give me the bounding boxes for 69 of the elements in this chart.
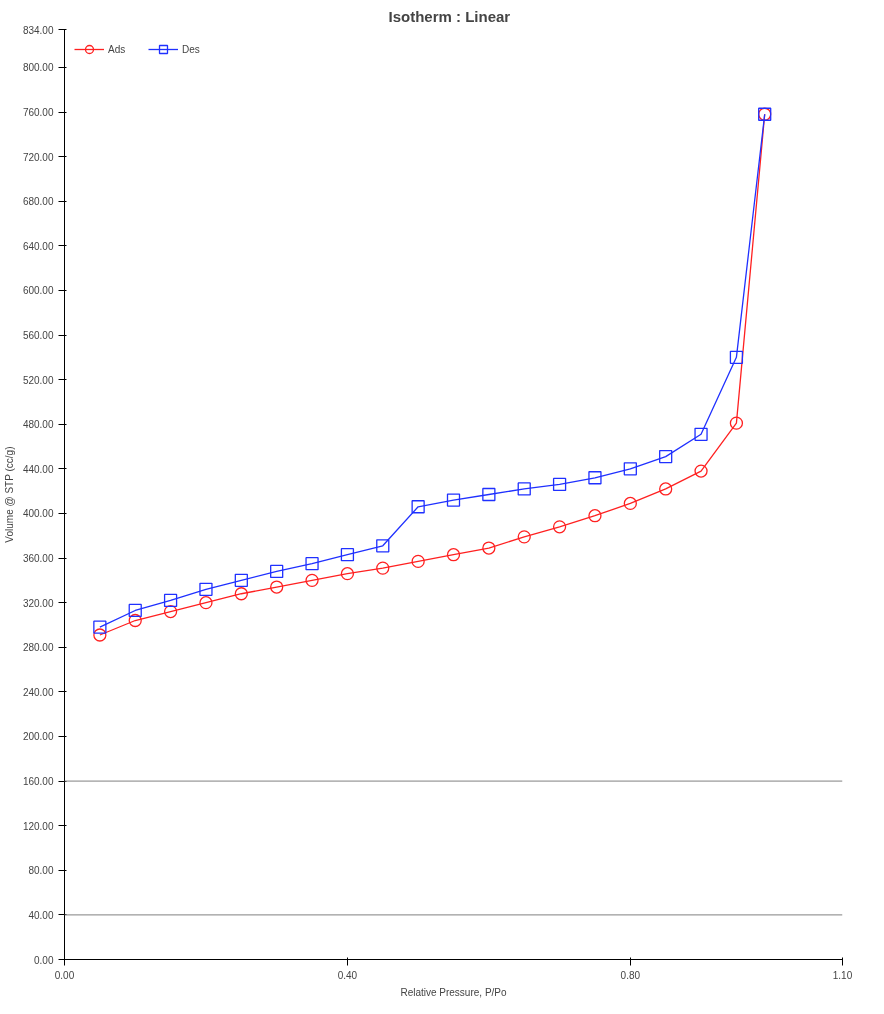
point [199, 582, 213, 596]
point [588, 471, 602, 485]
point [270, 580, 284, 594]
point [376, 561, 390, 575]
point [128, 603, 142, 618]
point [270, 564, 284, 579]
y-tick-label: 120.00 [22, 820, 54, 832]
point [340, 567, 355, 581]
point [694, 464, 708, 478]
x-tick-label: 0.80 [620, 969, 641, 981]
x-axis-title: Relative Pressure, P/Po [400, 986, 508, 998]
point [376, 539, 390, 553]
point [199, 596, 213, 610]
y-tick-label: 360.00 [22, 553, 54, 565]
y-tick-label: 480.00 [22, 419, 54, 431]
point [163, 593, 178, 608]
y-tick-label: 760.00 [22, 107, 54, 119]
y-tick-label: 0.00 [34, 954, 54, 966]
y-tick-label: 400.00 [22, 508, 54, 520]
point [482, 541, 496, 555]
y-tick-label: 320.00 [22, 597, 54, 609]
point [552, 477, 567, 492]
chart-title: Isotherm : Linear [388, 7, 511, 25]
y-tick-label: 240.00 [22, 686, 54, 698]
y-tick-label: 80.00 [28, 865, 54, 877]
y-tick-label: 440.00 [22, 463, 54, 475]
point [659, 482, 673, 496]
point [411, 554, 425, 569]
point [305, 573, 319, 587]
point [128, 613, 142, 628]
point [729, 416, 744, 430]
point [623, 496, 637, 511]
y-tick-label: 200.00 [22, 731, 54, 743]
point [305, 556, 319, 571]
point [446, 548, 461, 562]
point [694, 427, 708, 441]
point [482, 487, 496, 502]
y-tick-label: 834.00 [22, 24, 54, 36]
y-tick-label: 40.00 [28, 909, 54, 921]
y-tick-label: 160.00 [22, 776, 54, 788]
y-tick-label: 720.00 [22, 151, 54, 163]
y-axis-title: Volume @ STP (cc/g) [3, 446, 15, 543]
x-tick-label: 1.10 [832, 969, 853, 981]
point [163, 604, 178, 619]
point [729, 350, 744, 364]
point [517, 482, 531, 496]
point [93, 620, 107, 634]
y-tick-label: 640.00 [22, 240, 54, 252]
x-tick-label: 0.40 [337, 969, 358, 981]
point [411, 500, 425, 514]
y-tick-label: 520.00 [22, 374, 54, 386]
y-tick-label: 680.00 [22, 196, 54, 208]
y-tick-label: 560.00 [22, 330, 54, 342]
legend-label: Des [182, 43, 201, 55]
point [517, 530, 531, 544]
point [234, 587, 248, 601]
y-tick-label: 280.00 [22, 642, 54, 654]
point [659, 449, 673, 464]
y-tick-label: 600.00 [22, 285, 54, 297]
point [234, 573, 248, 588]
point [588, 509, 602, 523]
point [93, 628, 107, 642]
point [623, 462, 637, 476]
point [446, 493, 461, 507]
point [552, 520, 567, 534]
point [340, 548, 355, 562]
legend-label: Ads [108, 43, 127, 55]
y-tick-label: 800.00 [22, 62, 54, 74]
x-tick-label: 0.00 [54, 969, 75, 981]
